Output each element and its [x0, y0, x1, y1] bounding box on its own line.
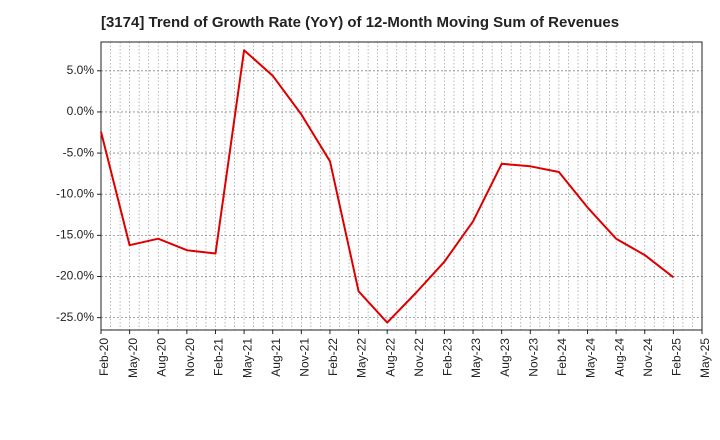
- x-axis-ticks: Feb-20 May-20 Aug-20 Nov-20 Feb-21 May-21 Aug-…: [97, 330, 712, 378]
- x-tick-label: May-22: [355, 338, 369, 378]
- x-tick-label: Aug-24: [612, 338, 626, 377]
- chart-title: [3174] Trend of Growth Rate (YoY) of 12-…: [100, 14, 620, 31]
- x-tick-label: Feb-23: [441, 338, 455, 376]
- x-tick-label: May-21: [240, 338, 254, 378]
- x-tick-label: May-20: [126, 338, 140, 378]
- x-tick-label: Feb-20: [97, 338, 111, 376]
- y-tick-label: -15.0%: [56, 228, 94, 242]
- x-tick-label: Nov-24: [641, 338, 655, 377]
- x-tick-label: May-25: [698, 338, 712, 378]
- y-tick-label: 0.0%: [67, 104, 95, 118]
- x-tick-label: Nov-23: [526, 338, 540, 377]
- x-tick-label: Aug-22: [383, 338, 397, 377]
- y-axis-ticks: 5.0% 0.0% -5.0% -10.0% -15.0% -20.0% -25.0%: [56, 63, 101, 324]
- x-tick-label: May-23: [469, 338, 483, 378]
- x-tick-label: Aug-21: [269, 338, 283, 377]
- plot-area: [101, 42, 702, 330]
- y-tick-label: -20.0%: [56, 269, 94, 283]
- x-tick-label: Feb-21: [212, 338, 226, 376]
- x-tick-label: Nov-22: [412, 338, 426, 377]
- x-tick-label: Aug-23: [498, 338, 512, 377]
- y-tick-label: 5.0%: [67, 63, 95, 77]
- series-layer: [100, 49, 675, 324]
- x-tick-label: Feb-25: [670, 338, 684, 376]
- x-tick-label: Nov-21: [298, 338, 312, 377]
- x-tick-label: May-24: [584, 338, 598, 378]
- plot-frame: [100, 41, 703, 331]
- y-tick-label: -25.0%: [56, 310, 94, 324]
- x-tick-label: Aug-20: [154, 338, 168, 377]
- grid-lines: [101, 42, 702, 330]
- y-tick-label: -5.0%: [63, 145, 95, 159]
- y-tick-label: -10.0%: [56, 186, 94, 200]
- x-tick-label: Feb-24: [555, 338, 569, 376]
- x-tick-label: Feb-22: [326, 338, 340, 376]
- x-tick-label: Nov-20: [183, 338, 197, 377]
